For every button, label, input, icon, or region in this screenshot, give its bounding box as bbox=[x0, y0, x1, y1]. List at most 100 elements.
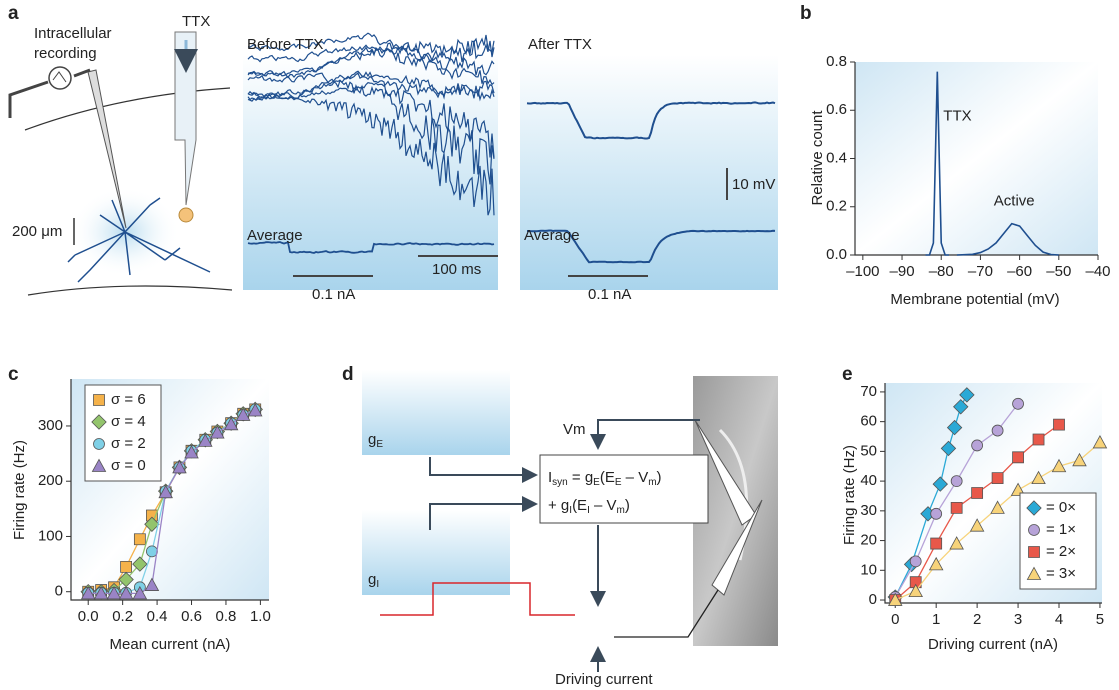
x-tick-label: 0 bbox=[891, 611, 899, 628]
data-point bbox=[1013, 398, 1024, 409]
equation-part: m bbox=[648, 477, 656, 488]
figure: a b c d e Intracellular recording TTX 20… bbox=[0, 0, 1119, 690]
y-tick-label: 0.2 bbox=[826, 198, 847, 215]
y-tick-label: 50 bbox=[860, 442, 877, 459]
data-point bbox=[931, 508, 942, 519]
scale-label: 10 mV bbox=[732, 176, 775, 193]
label: recording bbox=[34, 45, 97, 62]
cortex-illustration bbox=[10, 32, 232, 295]
data-point bbox=[931, 538, 942, 549]
y-tick-label: 0.0 bbox=[826, 246, 847, 263]
data-point bbox=[972, 440, 983, 451]
scale-label: 0.1 nA bbox=[588, 286, 631, 303]
scale-label: 0.1 nA bbox=[312, 286, 355, 303]
data-point bbox=[1033, 434, 1044, 445]
data-point bbox=[134, 534, 145, 545]
equation-part: + g bbox=[548, 497, 569, 514]
y-axis-title: Firing rate (Hz) bbox=[841, 445, 858, 545]
x-axis-title: Mean current (nA) bbox=[110, 636, 231, 653]
label: Intracellular bbox=[34, 25, 112, 42]
equation-part: ) bbox=[625, 497, 630, 514]
x-tick-label: –50 bbox=[1046, 263, 1071, 280]
legend-label: = 1× bbox=[1046, 521, 1076, 538]
x-tick-label: –100 bbox=[846, 263, 879, 280]
y-axis-title: Firing rate (Hz) bbox=[11, 440, 28, 540]
y-tick-label: 70 bbox=[860, 383, 877, 400]
x-tick-label: –70 bbox=[968, 263, 993, 280]
legend-label: = 2× bbox=[1046, 543, 1076, 560]
legend-label: σ = 4 bbox=[111, 413, 146, 430]
x-tick-label: 0.2 bbox=[112, 608, 133, 625]
data-point bbox=[951, 476, 962, 487]
legend-label: σ = 0 bbox=[111, 457, 146, 474]
scale-label: 200 μm bbox=[12, 223, 62, 240]
data-point bbox=[910, 556, 921, 567]
y-tick-label: 10 bbox=[860, 561, 877, 578]
panel-label: c bbox=[8, 364, 19, 385]
legend-swatch bbox=[1029, 525, 1040, 536]
x-axis-title: Driving current (nA) bbox=[928, 636, 1058, 653]
legend-label: = 3× bbox=[1046, 565, 1076, 582]
panel-label: a bbox=[8, 3, 19, 24]
equation-part: (E bbox=[600, 469, 615, 486]
label: Average bbox=[524, 227, 580, 244]
legend-swatch bbox=[94, 395, 105, 406]
x-tick-label: 5 bbox=[1096, 611, 1104, 628]
legend-label: σ = 2 bbox=[111, 435, 146, 452]
y-tick-label: 60 bbox=[860, 413, 877, 430]
y-tick-label: 300 bbox=[38, 417, 63, 434]
equation-part: ) bbox=[657, 469, 662, 486]
x-tick-label: 4 bbox=[1055, 611, 1063, 628]
label: Driving current bbox=[555, 671, 653, 688]
x-tick-label: 3 bbox=[1014, 611, 1022, 628]
panel-label: d bbox=[342, 364, 354, 385]
legend-label: = 0× bbox=[1046, 499, 1076, 516]
label: TTX bbox=[182, 13, 210, 30]
x-tick-label: –60 bbox=[1007, 263, 1032, 280]
x-tick-label: –40 bbox=[1085, 263, 1110, 280]
equation-part: (E bbox=[572, 497, 587, 514]
x-axis-title: Membrane potential (mV) bbox=[890, 291, 1059, 308]
equation-part: syn bbox=[552, 477, 568, 488]
data-point bbox=[121, 561, 132, 572]
label: Average bbox=[247, 227, 303, 244]
x-tick-label: –90 bbox=[890, 263, 915, 280]
legend-swatch bbox=[94, 439, 105, 450]
x-tick-label: 2 bbox=[973, 611, 981, 628]
y-tick-label: 0.4 bbox=[826, 149, 847, 166]
y-tick-label: 0.6 bbox=[826, 101, 847, 118]
x-tick-label: 0.4 bbox=[147, 608, 168, 625]
equation-part: – V bbox=[622, 469, 649, 486]
panel-label: e bbox=[842, 364, 853, 385]
y-tick-label: 0.8 bbox=[826, 53, 847, 70]
panel-title: After TTX bbox=[528, 36, 592, 53]
y-axis-title: Relative count bbox=[809, 110, 826, 206]
data-point bbox=[992, 425, 1003, 436]
data-point bbox=[972, 488, 983, 499]
y-tick-label: 20 bbox=[860, 532, 877, 549]
data-point bbox=[951, 502, 962, 513]
data-point bbox=[1054, 419, 1065, 430]
x-tick-label: 1 bbox=[932, 611, 940, 628]
trace-panel bbox=[520, 55, 778, 290]
annotation: TTX bbox=[943, 108, 971, 125]
data-point bbox=[1013, 452, 1024, 463]
y-tick-label: 100 bbox=[38, 527, 63, 544]
panel-label: b bbox=[800, 3, 812, 24]
plot-background bbox=[855, 62, 1098, 255]
x-tick-label: 1.0 bbox=[250, 608, 271, 625]
y-tick-label: 40 bbox=[860, 472, 877, 489]
legend-label: σ = 6 bbox=[111, 391, 146, 408]
equation-part: – V bbox=[590, 497, 617, 514]
y-tick-label: 0 bbox=[869, 591, 877, 608]
equation-part: m bbox=[617, 505, 625, 516]
scale-label: 100 ms bbox=[432, 261, 481, 278]
label: Vm bbox=[563, 421, 586, 438]
y-tick-label: 200 bbox=[38, 472, 63, 489]
panel-title: Before TTX bbox=[247, 36, 323, 53]
data-point bbox=[992, 473, 1003, 484]
trace-panel bbox=[362, 370, 510, 455]
x-tick-label: 0.0 bbox=[78, 608, 99, 625]
annotation: Active bbox=[994, 193, 1035, 210]
equation-part: = g bbox=[568, 469, 593, 486]
